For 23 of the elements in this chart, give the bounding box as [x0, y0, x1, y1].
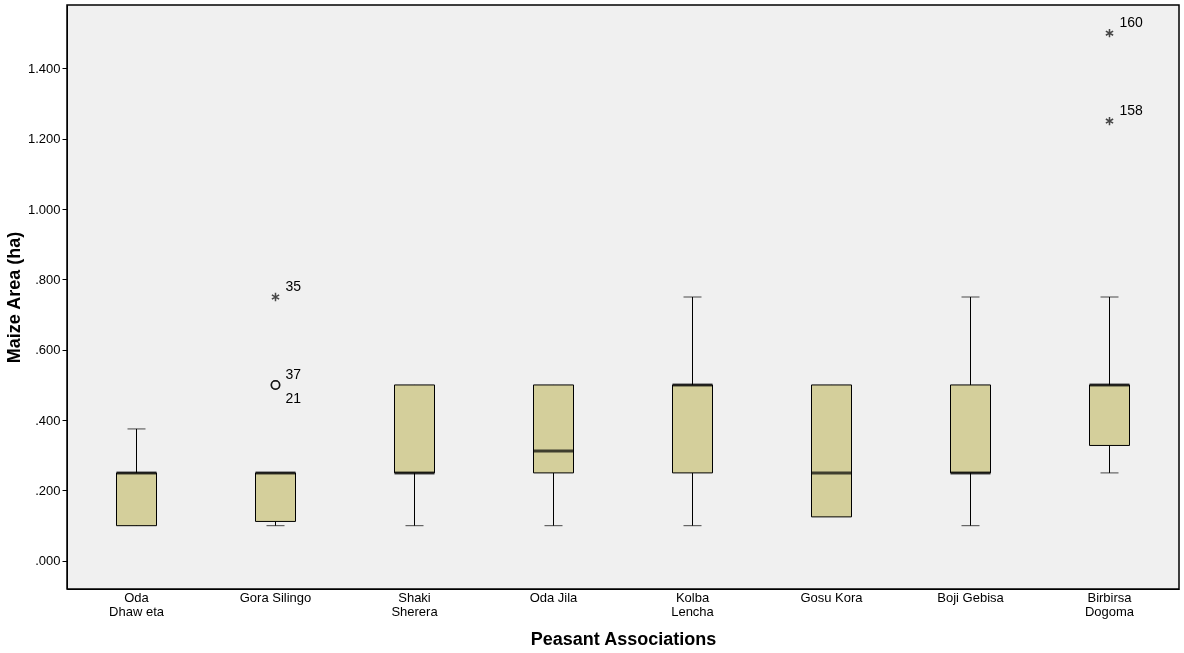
- y-tick-label: 1.200: [27, 131, 61, 147]
- y-tick-label: .800: [35, 271, 61, 287]
- annotation: 21: [285, 389, 302, 406]
- y-tick-label: .000: [35, 553, 61, 569]
- x-tick-label: Oda Dhaw eta: [109, 589, 165, 619]
- y-tick-label: 1.000: [27, 201, 61, 217]
- y-tick-label: .600: [35, 342, 61, 358]
- x-tick-label: Shaki Sherera: [391, 589, 439, 619]
- x-tick-label: Birbirsa Dogoma: [1084, 589, 1135, 619]
- y-tick-label: .400: [35, 412, 61, 428]
- annotation: 35: [285, 278, 302, 294]
- y-axis-title: Maize Area (ha): [3, 231, 24, 364]
- y-tick-label: 1.400: [27, 60, 61, 76]
- x-tick-label: Gora Silingo: [239, 589, 312, 605]
- x-tick-label: Kolba Lencha: [671, 589, 715, 619]
- x-tick-label: Gosu Kora: [800, 589, 864, 605]
- x-axis-title: Peasant Associations: [530, 628, 717, 649]
- annotation: 160: [1119, 14, 1144, 31]
- annotation: 158: [1119, 102, 1144, 119]
- y-tick-label: .200: [35, 482, 61, 498]
- x-tick-label: Oda Jila: [529, 589, 579, 605]
- x-tick-label: Boji Gebisa: [937, 589, 1005, 605]
- annotation: 37: [285, 365, 302, 382]
